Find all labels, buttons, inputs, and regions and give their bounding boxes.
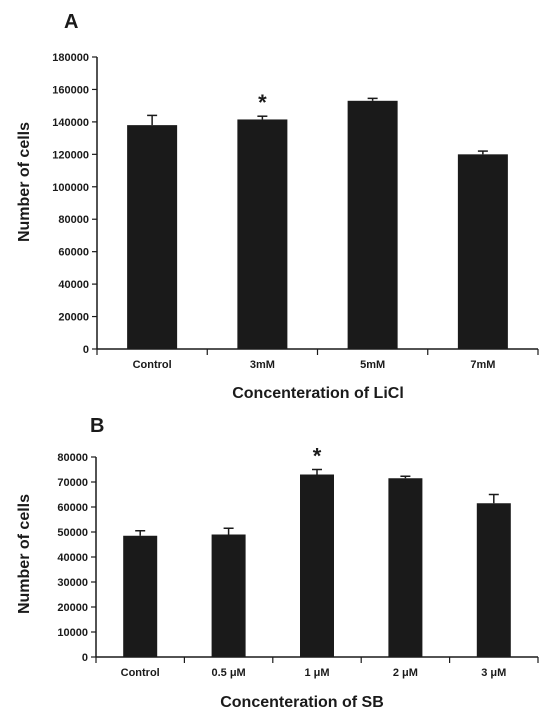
plot-area-a: 0 20000 40000 60000 80000 100000 120000 140000 1… xyxy=(52,52,539,371)
y-tick-label: 120000 xyxy=(52,149,89,161)
significance-marker: * xyxy=(258,90,267,115)
y-tick-label: 20000 xyxy=(57,602,88,614)
x-tick-label: 0.5 μM xyxy=(211,667,245,679)
y-tick-label: 40000 xyxy=(58,279,89,291)
bar xyxy=(123,535,158,657)
x-axis-label-b: Concenteration of SB xyxy=(220,694,384,711)
y-tick-label: 100000 xyxy=(52,182,89,194)
y-tick-label: 0 xyxy=(82,652,88,664)
y-tick-label: 60000 xyxy=(57,502,88,514)
bar xyxy=(388,478,423,657)
bar xyxy=(211,534,246,657)
x-tick-label: Control xyxy=(121,667,160,679)
x-tick-label: 3mM xyxy=(250,359,275,371)
panel-label-b: B xyxy=(90,415,104,437)
y-tick-label: 10000 xyxy=(57,627,88,639)
x-axis-label-a: Concenteration of LiCl xyxy=(232,385,404,402)
y-tick-label: 80000 xyxy=(58,214,89,226)
y-tick-label: 140000 xyxy=(52,117,89,129)
y-tick-label: 30000 xyxy=(57,577,88,589)
y-axis-label-a: Number of cells xyxy=(16,122,33,242)
y-tick-label: 40000 xyxy=(57,552,88,564)
plot-area-b: 0 10000 20000 30000 40000 50000 60000 70000 8000… xyxy=(57,444,539,679)
y-tick-label: 60000 xyxy=(58,247,89,259)
panel-label-a: A xyxy=(64,11,78,33)
y-tick-label: 160000 xyxy=(52,84,89,96)
chart-panel-a: A Number of cells Concenteration of LiCl… xyxy=(16,11,539,402)
bar xyxy=(237,119,288,349)
y-tick-label: 70000 xyxy=(57,477,88,489)
x-tick-label: 3 μM xyxy=(481,667,506,679)
x-tick-label: 7mM xyxy=(470,359,495,371)
y-axis-label-b: Number of cells xyxy=(16,494,33,614)
bar xyxy=(347,100,398,349)
bar xyxy=(127,125,178,349)
y-tick-label: 0 xyxy=(83,344,89,356)
y-tick-label: 20000 xyxy=(58,312,89,324)
x-tick-label: 5mM xyxy=(360,359,385,371)
y-tick-label: 50000 xyxy=(57,527,88,539)
bar xyxy=(476,503,511,657)
y-tick-label: 80000 xyxy=(57,452,88,464)
bar xyxy=(457,154,508,349)
significance-marker: * xyxy=(313,444,322,469)
x-tick-label: 2 μM xyxy=(393,667,418,679)
x-tick-label: Control xyxy=(133,359,172,371)
bar xyxy=(300,474,334,657)
y-tick-label: 180000 xyxy=(52,52,89,64)
x-tick-label: 1 μM xyxy=(304,667,329,679)
chart-panel-b: B Number of cells Concenteration of SB 0… xyxy=(16,415,539,711)
